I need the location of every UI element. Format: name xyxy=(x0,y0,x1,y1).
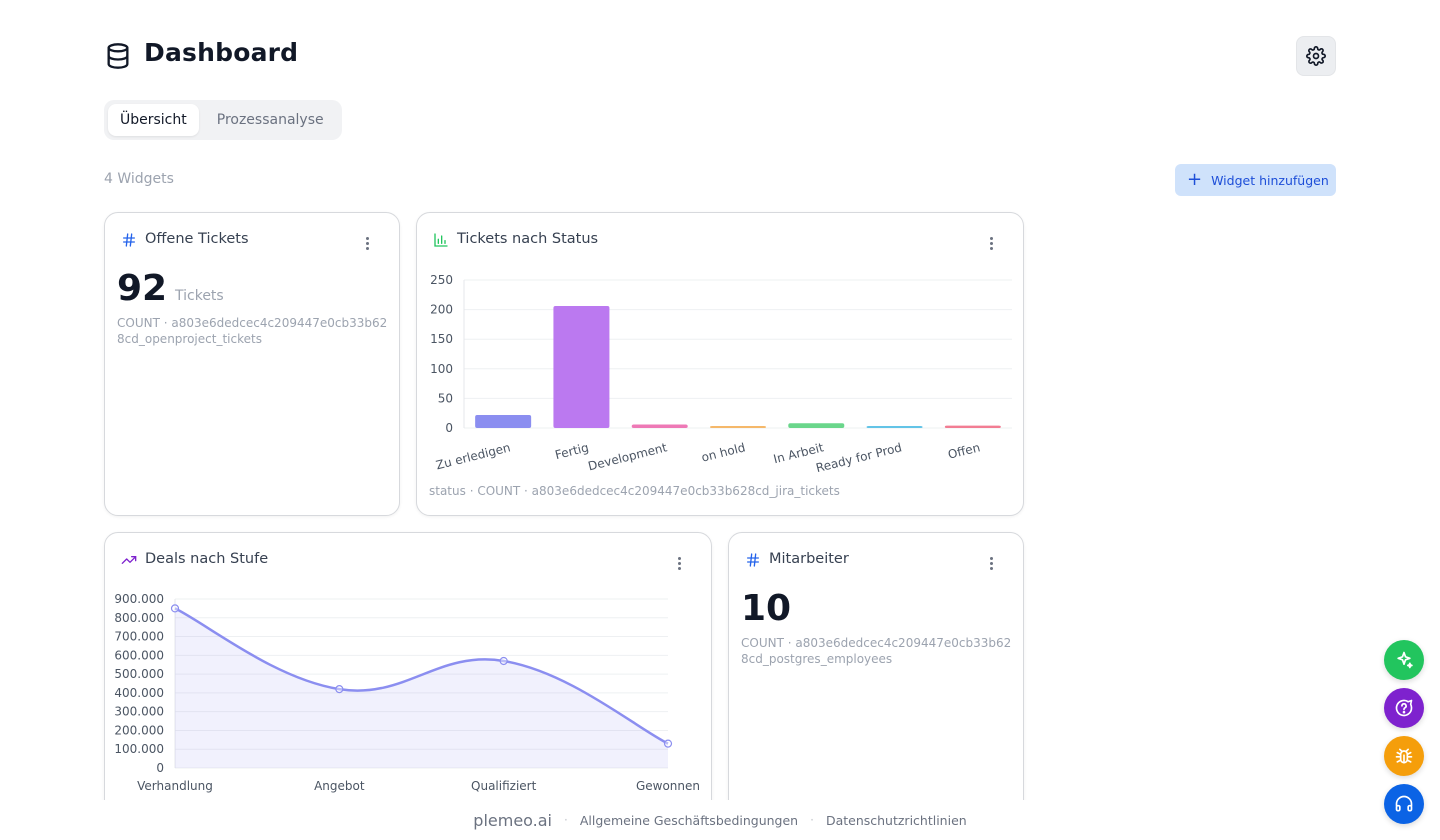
y-tick-label: 700.000 xyxy=(114,630,164,644)
data-point[interactable] xyxy=(335,685,344,694)
bar[interactable] xyxy=(788,423,845,428)
y-tick-label: 900.000 xyxy=(114,592,164,606)
ai-assistant-button[interactable] xyxy=(1384,640,1424,680)
chart-caption: status · COUNT · a803e6dedcec4c209447e0c… xyxy=(429,484,840,498)
hash-icon xyxy=(747,553,759,567)
bar[interactable] xyxy=(866,426,923,428)
data-point[interactable] xyxy=(499,656,508,666)
x-tick-label: Angebot xyxy=(314,779,365,793)
y-tick-label: 300.000 xyxy=(114,705,164,719)
y-tick-label: 600.000 xyxy=(114,648,164,662)
page-title: Dashboard xyxy=(144,38,299,67)
support-button[interactable] xyxy=(1384,784,1424,824)
bar[interactable] xyxy=(944,425,1001,428)
x-tick-label: Zu erledigen xyxy=(435,440,512,472)
plus-icon: + xyxy=(1187,169,1203,190)
add-widget-button[interactable]: + Widget hinzufügen xyxy=(1175,164,1336,196)
deals-stage-chart: 0 100.000 200.000 300.000 400.000 500.000 600.… xyxy=(114,592,700,793)
footer: plemeo.ai · Allgemeine Geschäftsbedingun… xyxy=(0,800,1440,840)
widget-title: Deals nach Stufe xyxy=(145,551,269,567)
settings-button[interactable] xyxy=(1296,36,1336,76)
x-tick-label: Gewonnen xyxy=(636,779,700,793)
bug-icon xyxy=(1395,748,1413,764)
sparkles-icon xyxy=(1397,651,1413,669)
y-tick-label: 200 xyxy=(430,303,453,317)
kpi-meta: COUNT · a803e6dedcec4c209447e0cb33b628cd… xyxy=(741,636,1012,666)
bug-report-button[interactable] xyxy=(1384,736,1424,776)
widget-mitarbeiter: Mitarbeiter 10 COUNT · a803e6dedcec4c209… xyxy=(728,532,1024,832)
data-point[interactable] xyxy=(170,604,180,613)
y-tick-label: 100.000 xyxy=(114,742,164,756)
bar[interactable] xyxy=(475,414,532,428)
line-area xyxy=(175,608,668,768)
hash-icon xyxy=(123,233,135,247)
help-button[interactable] xyxy=(1384,688,1424,728)
data-point[interactable] xyxy=(663,739,673,748)
kpi-unit: Tickets xyxy=(175,288,224,304)
gear-icon xyxy=(1306,46,1326,66)
line-series xyxy=(174,607,669,745)
footer-terms-link[interactable]: Allgemeine Geschäftsbedingungen xyxy=(579,812,799,828)
kpi-meta: COUNT · a803e6dedcec4c209447e0cb33b628cd… xyxy=(117,316,388,346)
y-tick-label: 0 xyxy=(445,421,453,435)
more-options-icon[interactable] xyxy=(983,557,999,575)
footer-privacy-link[interactable]: Datenschutzrichtlinien xyxy=(825,812,967,828)
y-tick-label: 400.000 xyxy=(114,686,164,700)
footer-brand[interactable]: plemeo.ai xyxy=(473,810,552,830)
footer-separator: · xyxy=(810,813,814,827)
more-options-icon[interactable] xyxy=(983,237,999,255)
bar[interactable] xyxy=(553,306,610,428)
x-tick-label: Verhandlung xyxy=(137,779,213,793)
more-options-icon[interactable] xyxy=(359,237,375,255)
widget-count: 4 Widgets xyxy=(104,171,174,187)
x-tick-label: on hold xyxy=(700,440,747,464)
tickets-status-chart: 0 50 100 150 200 250 Zu erledigen FertigDevelop… xyxy=(430,273,1012,473)
y-tick-label: 800.000 xyxy=(114,611,164,625)
y-tick-label: 100 xyxy=(430,362,453,376)
widget-deals-nach-stufe: Deals nach Stufe 0 100.000 200.000 300.000 4… xyxy=(104,532,712,832)
bar-chart-icon xyxy=(434,233,448,247)
y-tick-label: 250 xyxy=(430,273,453,287)
x-tick-label: Ready for Prod xyxy=(814,440,903,473)
widget-offene-tickets: Offene Tickets 92 Tickets COUNT · a803e6… xyxy=(104,212,400,516)
x-tick-label: Fertig xyxy=(554,440,591,462)
tab-prozessanalyse[interactable]: Prozessanalyse xyxy=(216,112,324,128)
x-tick-label: Development xyxy=(587,440,669,473)
y-tick-label: 150 xyxy=(430,332,453,346)
y-tick-label: 0 xyxy=(156,761,164,775)
widget-tickets-nach-status: Tickets nach Status 0 50 100 150 200 250 Zu er… xyxy=(416,212,1024,516)
help-chat-icon xyxy=(1395,699,1413,717)
footer-separator: · xyxy=(564,813,568,827)
y-tick-label: 200.000 xyxy=(114,723,164,737)
database-icon xyxy=(107,43,129,69)
tab-bar: Übersicht Prozessanalyse xyxy=(104,100,342,140)
bar[interactable] xyxy=(710,426,766,428)
widget-title: Offene Tickets xyxy=(145,231,249,247)
y-tick-label: 50 xyxy=(438,391,453,405)
x-tick-label: Offen xyxy=(946,440,981,461)
trending-up-icon xyxy=(121,556,137,564)
tab-uebersicht[interactable]: Übersicht xyxy=(108,104,199,136)
bar[interactable] xyxy=(631,424,688,428)
widget-title: Tickets nach Status xyxy=(457,231,599,247)
add-widget-label: Widget hinzufügen xyxy=(1211,172,1329,188)
kpi-value: 92 xyxy=(117,268,168,309)
x-tick-label: Qualifiziert xyxy=(471,779,537,793)
headset-icon xyxy=(1395,795,1413,812)
kpi-value: 10 xyxy=(741,588,792,629)
more-options-icon[interactable] xyxy=(671,557,687,575)
y-tick-label: 500.000 xyxy=(114,667,164,681)
widget-title: Mitarbeiter xyxy=(769,551,849,567)
